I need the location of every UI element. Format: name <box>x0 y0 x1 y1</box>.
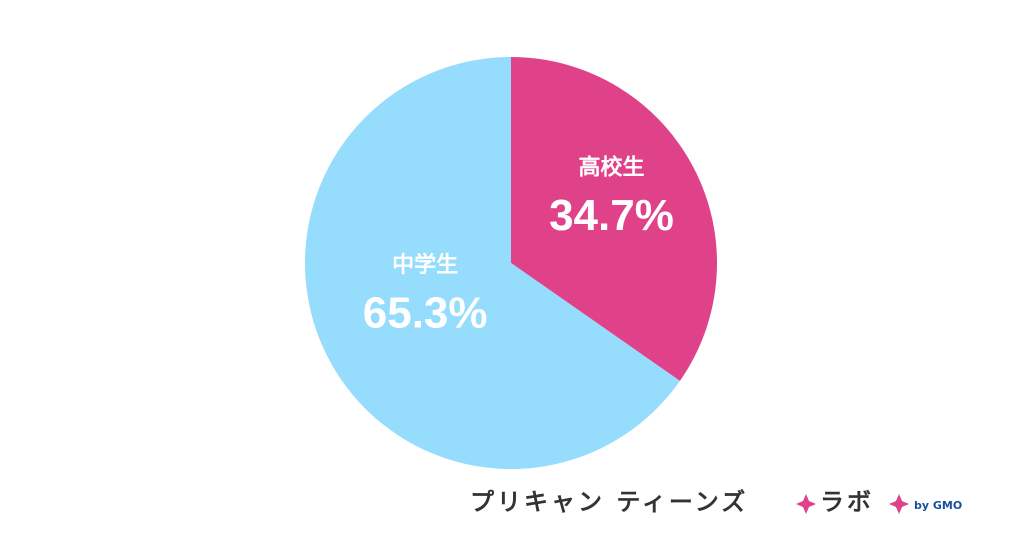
pie-slice <box>511 57 718 381</box>
pie-slice <box>305 57 680 469</box>
slice-value-label: 65.3% <box>363 288 488 337</box>
logo-by: by GMO <box>914 499 962 512</box>
slice-category: 中学生 <box>392 252 458 278</box>
logo-sub: ラボ <box>820 488 874 516</box>
logo-star <box>889 494 909 514</box>
slice-value-label: 34.7% <box>549 191 674 240</box>
slice-category: 高校生 <box>578 155 644 181</box>
logo-star <box>796 494 816 514</box>
logo-text: プリキャン ティーンズ <box>470 488 748 516</box>
pie <box>305 57 718 469</box>
